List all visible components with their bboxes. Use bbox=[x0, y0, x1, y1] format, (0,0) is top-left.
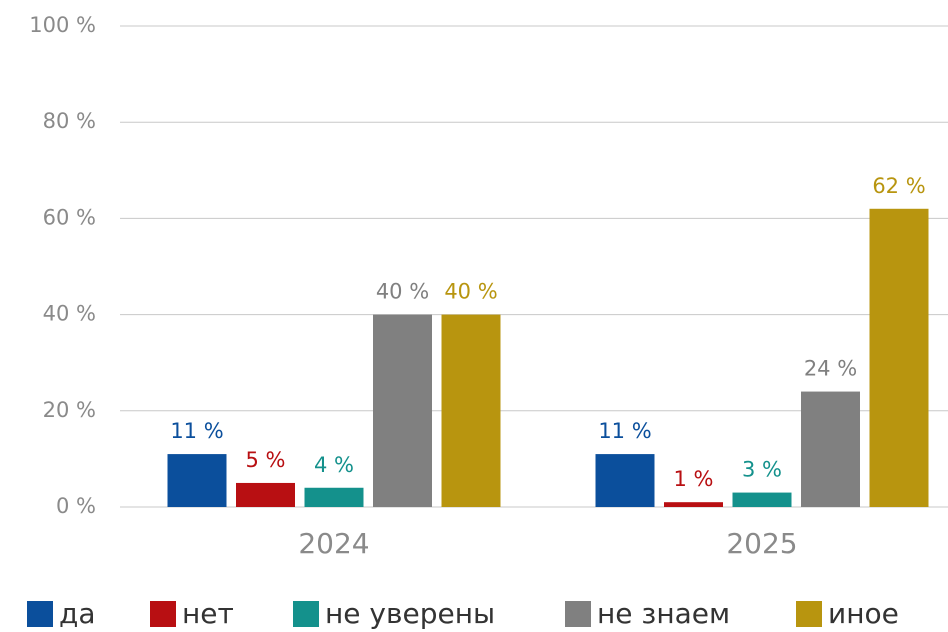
bar bbox=[801, 391, 860, 507]
bar bbox=[595, 454, 655, 507]
bar bbox=[167, 454, 227, 507]
legend-label: нет bbox=[182, 597, 234, 630]
y-tick-label: 80 % bbox=[43, 109, 96, 133]
legend-swatch bbox=[150, 601, 176, 627]
legend-swatch bbox=[27, 601, 53, 627]
value-label: 40 % bbox=[376, 280, 429, 304]
value-label: 5 % bbox=[246, 448, 286, 472]
legend-swatch bbox=[796, 601, 822, 627]
legend-label: не уверены bbox=[325, 597, 495, 630]
value-label: 40 % bbox=[444, 280, 497, 304]
x-tick-label: 2025 bbox=[726, 527, 797, 560]
bar bbox=[664, 502, 723, 507]
y-tick-label: 0 % bbox=[56, 494, 96, 518]
value-label: 3 % bbox=[742, 458, 782, 482]
bar bbox=[236, 482, 295, 507]
bar bbox=[304, 487, 364, 507]
legend-label: иное bbox=[828, 597, 899, 630]
y-tick-label: 60 % bbox=[43, 205, 96, 229]
legend-swatch bbox=[293, 601, 319, 627]
value-label: 4 % bbox=[314, 453, 354, 477]
legend-swatch bbox=[565, 601, 591, 627]
value-label: 11 % bbox=[598, 419, 651, 443]
bar bbox=[732, 492, 792, 507]
value-label: 1 % bbox=[674, 467, 714, 491]
value-label: 11 % bbox=[170, 419, 223, 443]
value-label: 24 % bbox=[804, 357, 857, 381]
bar bbox=[441, 314, 501, 507]
bar bbox=[373, 314, 432, 507]
value-label: 62 % bbox=[872, 174, 925, 198]
y-tick-label: 100 % bbox=[29, 13, 96, 37]
y-tick-label: 40 % bbox=[43, 302, 96, 326]
legend-label: не знаем bbox=[597, 597, 730, 630]
x-tick-label: 2024 bbox=[298, 527, 369, 560]
y-tick-label: 20 % bbox=[43, 398, 96, 422]
legend-label: да bbox=[59, 597, 96, 630]
bar bbox=[869, 208, 929, 507]
